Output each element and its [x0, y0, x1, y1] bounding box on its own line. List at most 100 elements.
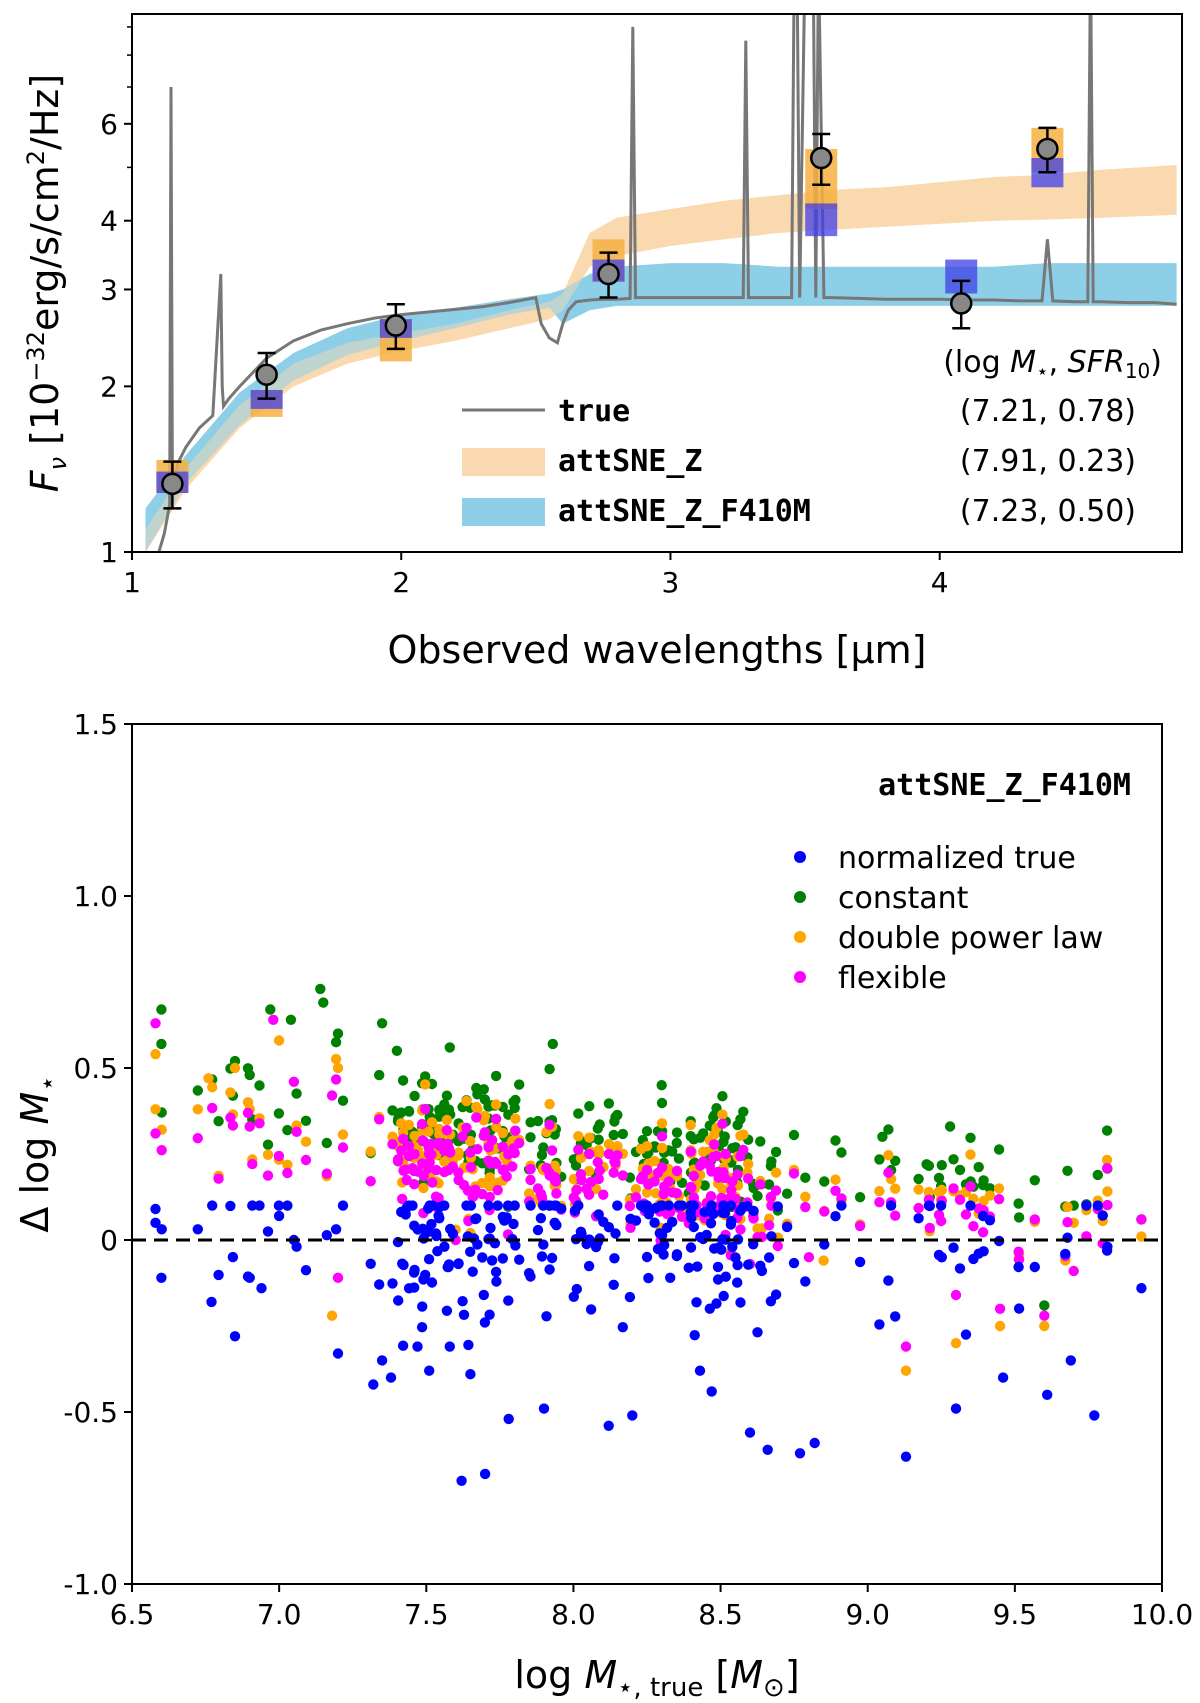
point-constant [387, 1105, 398, 1116]
point-normalized-true [229, 1331, 241, 1342]
point-double-power-law [1039, 1320, 1050, 1332]
y-tick-label: 3 [100, 273, 118, 306]
point-flexible [546, 1145, 558, 1156]
point-flexible [525, 1163, 536, 1175]
point-normalized-true [612, 1200, 623, 1211]
point-flexible [656, 1131, 668, 1142]
point-double-power-law [830, 1174, 841, 1185]
point-flexible [492, 1185, 503, 1196]
point-normalized-true [725, 1219, 737, 1230]
point-normalized-true [458, 1309, 470, 1321]
point-constant [525, 1132, 536, 1143]
point-normalized-true [484, 1309, 495, 1320]
point-normalized-true [538, 1403, 550, 1414]
point-flexible [735, 1224, 746, 1235]
point-constant [921, 1159, 932, 1170]
point-normalized-true [627, 1410, 638, 1421]
point-normalized-true [503, 1295, 514, 1306]
point-constant [688, 1134, 699, 1145]
legend-marker-normalized-true [794, 851, 806, 863]
model-box-blue [805, 203, 838, 237]
point-normalized-true [456, 1475, 467, 1487]
point-normalized-true [330, 1224, 342, 1235]
x-tick-label: 4 [931, 566, 949, 599]
point-flexible [584, 1148, 595, 1160]
point-normalized-true [609, 1253, 620, 1264]
sed-panel: 1 2 3 4 1 2 3 4 6 Observed wavelengths [μm] Fν … [22, 13, 1183, 672]
scatter-title: attSNE_Z_F410M [878, 768, 1131, 803]
point-double-power-law [630, 1184, 642, 1195]
point-normalized-true [418, 1233, 429, 1244]
point-normalized-true [617, 1322, 628, 1333]
x-tick-label: 2 [392, 566, 410, 599]
point-double-power-law [396, 1118, 407, 1129]
y-tick-label: -1.0 [63, 1568, 118, 1601]
point-normalized-true [659, 1239, 670, 1251]
point-normalized-true [890, 1311, 901, 1322]
point-flexible [743, 1173, 754, 1184]
point-normalized-true [206, 1296, 217, 1308]
point-normalized-true [409, 1264, 420, 1276]
mass-residual-panel: 6.5 7.0 7.5 8.0 8.5 9.0 9.5 10.0 -1.0 -0.5 0 0.5 1.… [13, 708, 1193, 1703]
point-constant [699, 1180, 710, 1191]
point-constant [656, 1097, 668, 1109]
point-normalized-true [213, 1269, 224, 1281]
point-double-power-law [510, 1113, 521, 1124]
point-constant [315, 983, 326, 995]
point-normalized-true [497, 1253, 508, 1264]
point-double-power-law [150, 1049, 161, 1060]
point-normalized-true [752, 1327, 763, 1338]
point-normalized-true [546, 1252, 558, 1264]
point-flexible [532, 1183, 544, 1194]
sed-y-ticks: 1 2 3 4 6 [100, 26, 132, 569]
point-double-power-law [273, 1035, 285, 1046]
point-normalized-true [424, 1365, 435, 1376]
point-constant [641, 1126, 653, 1137]
point-constant [755, 1136, 766, 1147]
point-normalized-true [1092, 1200, 1104, 1211]
scatter-x-ticks: 6.5 7.0 7.5 8.0 8.5 9.0 9.5 10.0 [110, 1584, 1193, 1631]
point-normalized-true [933, 1249, 945, 1261]
point-double-power-law [818, 1255, 829, 1266]
point-constant [781, 1188, 793, 1199]
point-normalized-true [337, 1200, 349, 1211]
point-normalized-true [763, 1252, 775, 1263]
point-constant [156, 1004, 167, 1015]
scatter-plot-area [132, 983, 1162, 1487]
point-normalized-true [407, 1200, 418, 1211]
point-flexible [1062, 1217, 1073, 1228]
point-normalized-true [713, 1242, 724, 1253]
point-double-power-law [1102, 1186, 1113, 1197]
point-constant [244, 1069, 255, 1081]
point-flexible [913, 1202, 924, 1214]
point-normalized-true [665, 1272, 676, 1284]
point-normalized-true [978, 1246, 989, 1257]
point-normalized-true [688, 1221, 699, 1233]
point-normalized-true [948, 1242, 959, 1253]
point-constant [1013, 1212, 1025, 1223]
point-normalized-true [376, 1355, 388, 1366]
point-constant [1092, 1169, 1104, 1181]
point-normalized-true [781, 1221, 793, 1233]
point-flexible [993, 1194, 1005, 1205]
point-constant [376, 1018, 388, 1029]
scatter-y-axis-label: Δ log M⋆ [13, 1075, 63, 1232]
point-flexible [625, 1222, 636, 1234]
legend-label-true: true [558, 394, 630, 429]
point-flexible [549, 1175, 560, 1186]
point-flexible [1102, 1199, 1113, 1211]
point-flexible [439, 1145, 450, 1157]
point-constant [800, 1172, 811, 1183]
point-double-power-law [656, 1118, 668, 1129]
point-constant [993, 1144, 1005, 1155]
point-normalized-true [549, 1200, 560, 1211]
point-flexible [765, 1191, 777, 1203]
point-normalized-true [637, 1200, 648, 1211]
point-flexible [509, 1147, 520, 1159]
point-normalized-true [282, 1200, 293, 1211]
point-double-power-law [883, 1150, 894, 1161]
point-normalized-true [706, 1386, 717, 1397]
legend-header: (log M⋆, SFR10) [943, 345, 1162, 383]
point-flexible [424, 1157, 435, 1168]
point-flexible [458, 1179, 470, 1191]
